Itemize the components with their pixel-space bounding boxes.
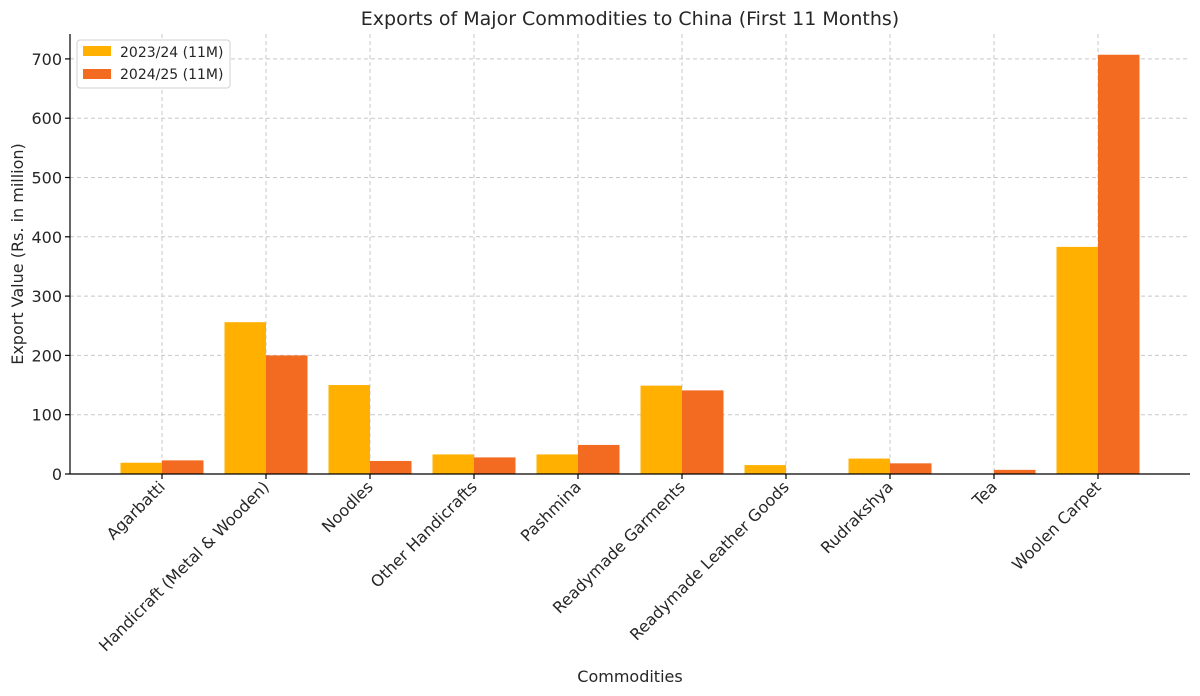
bar-2023-24 bbox=[432, 454, 474, 474]
y-tick-label: 500 bbox=[31, 169, 62, 188]
bar-2024-25 bbox=[1098, 54, 1140, 474]
y-tick-label: 200 bbox=[31, 346, 62, 365]
y-tick-label: 300 bbox=[31, 287, 62, 306]
legend-swatch-2023-24 bbox=[83, 46, 111, 56]
x-tick-label: Handicraft (Metal & Wooden) bbox=[95, 477, 273, 655]
legend: 2023/24 (11M) 2024/25 (11M) bbox=[76, 39, 231, 89]
bar-2023-24 bbox=[328, 385, 370, 474]
bar-2024-25 bbox=[474, 457, 516, 474]
y-tick-label: 0 bbox=[52, 465, 62, 484]
legend-label-2024-25: 2024/25 (11M) bbox=[120, 67, 223, 83]
y-axis-title: Export Value (Rs. in million) bbox=[8, 143, 27, 365]
x-tick-label: Rudrakshya bbox=[817, 477, 897, 557]
bar-2024-25 bbox=[578, 444, 620, 474]
bar-2024-25 bbox=[162, 460, 204, 474]
x-tick-label: Agarbatti bbox=[103, 477, 169, 543]
y-tick-label: 600 bbox=[31, 109, 62, 128]
chart-title: Exports of Major Commodities to China (F… bbox=[361, 8, 899, 30]
bar-2024-25 bbox=[994, 469, 1036, 474]
y-tick-label: 700 bbox=[31, 50, 62, 69]
y-tick-label: 400 bbox=[31, 228, 62, 247]
x-tick-label: Pashmina bbox=[517, 477, 585, 545]
bars bbox=[120, 54, 1140, 474]
legend-label-2023-24: 2023/24 (11M) bbox=[120, 45, 223, 61]
bar-2024-25 bbox=[682, 390, 724, 474]
bar-2024-25 bbox=[890, 463, 932, 474]
bar-2023-24 bbox=[640, 385, 682, 474]
bar-2023-24 bbox=[224, 322, 266, 474]
bar-2023-24 bbox=[848, 458, 890, 474]
x-axis-title: Commodities bbox=[577, 667, 682, 686]
x-tick-label: Woolen Carpet bbox=[1008, 477, 1105, 574]
tick-labels: 0 100 200 300 400 500 600 700 AgarbattiHandicraf… bbox=[31, 50, 1104, 655]
bar-2023-24 bbox=[744, 465, 786, 474]
bar-2023-24 bbox=[536, 454, 578, 474]
legend-swatch-2024-25 bbox=[83, 69, 111, 79]
axes bbox=[65, 34, 1190, 479]
x-tick-label: Noodles bbox=[318, 477, 377, 536]
bar-2023-24 bbox=[1056, 246, 1098, 474]
bar-2024-25 bbox=[370, 460, 412, 474]
bar-2023-24 bbox=[120, 462, 162, 474]
bar-2024-25 bbox=[266, 355, 308, 474]
x-tick-label: Tea bbox=[968, 477, 1001, 510]
x-tick-label: Other Handicrafts bbox=[367, 477, 481, 591]
y-tick-label: 100 bbox=[31, 406, 62, 425]
legend-frame bbox=[76, 39, 231, 89]
